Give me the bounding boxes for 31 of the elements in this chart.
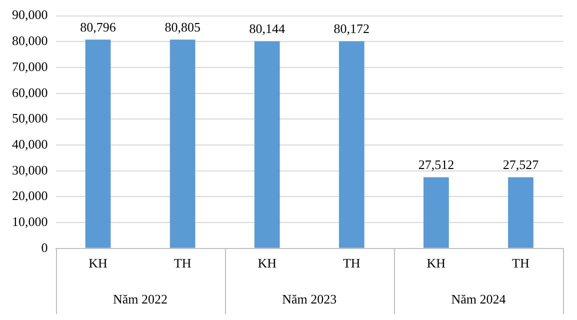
data-label: 80,172 bbox=[334, 21, 370, 36]
y-tick-label: 70,000 bbox=[12, 58, 48, 74]
data-label: 27,527 bbox=[502, 157, 540, 172]
x-tick-label: TH bbox=[512, 256, 530, 271]
bar bbox=[338, 41, 364, 248]
y-tick-label: 60,000 bbox=[12, 84, 48, 100]
y-tick-label: 90,000 bbox=[12, 7, 48, 22]
y-tick-label: 80,000 bbox=[12, 33, 48, 48]
x-tick-label: KH bbox=[258, 256, 276, 271]
bar bbox=[85, 40, 111, 248]
y-tick-label: 20,000 bbox=[12, 188, 48, 204]
x-tick-label: TH bbox=[342, 256, 360, 271]
x-tick-label: KH bbox=[88, 256, 108, 271]
y-tick-label: 50,000 bbox=[12, 110, 48, 126]
data-label: 80,796 bbox=[80, 20, 116, 35]
data-label: 27,512 bbox=[418, 157, 454, 172]
bar bbox=[254, 41, 280, 248]
y-tick-label: 0 bbox=[41, 240, 48, 255]
data-label: 80,144 bbox=[249, 21, 286, 36]
text: Năm 2023 bbox=[282, 291, 337, 306]
x-tick-label: KH bbox=[426, 256, 446, 271]
data-label: 80,805 bbox=[164, 19, 200, 34]
y-tick-label: 10,000 bbox=[12, 214, 48, 229]
text: Năm 2022 bbox=[113, 291, 168, 306]
y-tick-label: 40,000 bbox=[12, 136, 48, 152]
x-tick-label: TH bbox=[174, 256, 192, 271]
y-tick-label: 30,000 bbox=[12, 162, 48, 178]
text: Năm 2024 bbox=[451, 291, 506, 306]
bar bbox=[508, 177, 534, 248]
bar bbox=[170, 40, 196, 248]
bar bbox=[424, 177, 449, 248]
